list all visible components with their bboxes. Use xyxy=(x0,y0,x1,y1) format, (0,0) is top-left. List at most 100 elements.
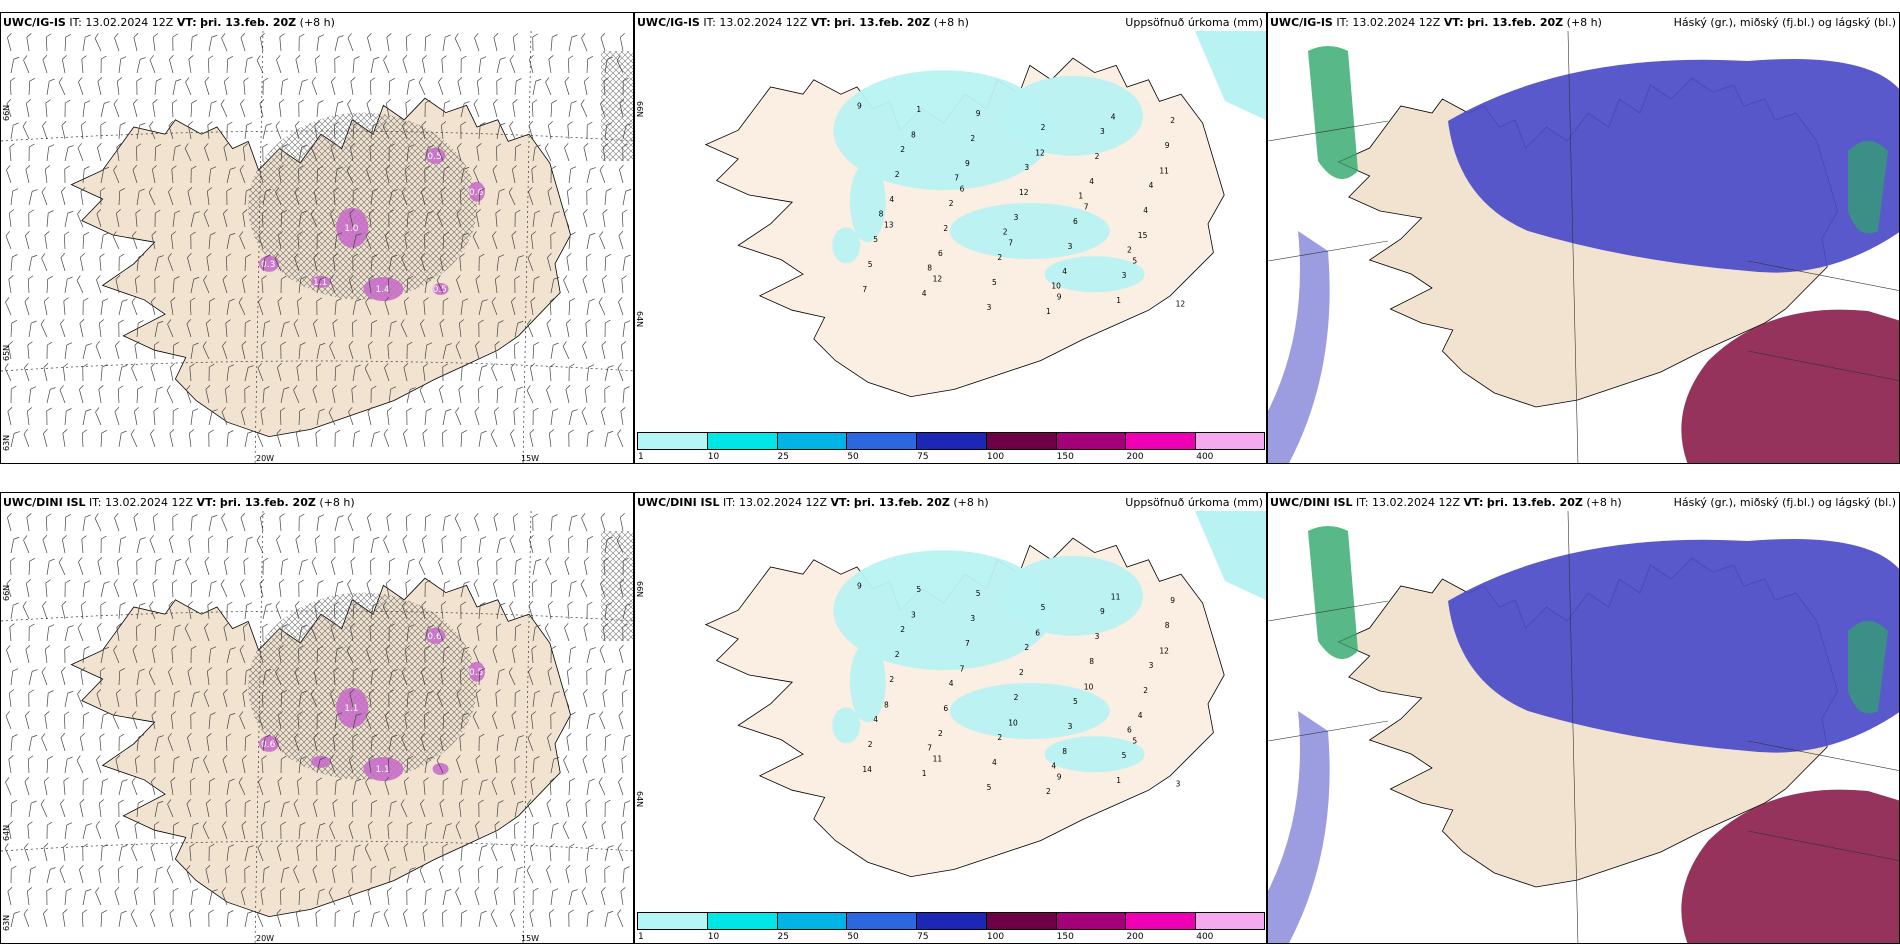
wind-barb xyxy=(100,646,110,664)
wind-barb xyxy=(297,231,303,250)
wind-barb xyxy=(44,711,50,730)
wind-barb xyxy=(25,579,31,598)
wind-barb xyxy=(600,33,606,52)
wind-barb xyxy=(418,557,426,576)
wind-barb xyxy=(25,99,31,118)
wind-barb xyxy=(512,513,519,532)
wind-barb xyxy=(424,276,433,294)
wind-barb xyxy=(171,579,178,598)
wind-barb xyxy=(385,99,391,118)
wind-barb xyxy=(45,513,52,532)
wind-barb xyxy=(388,386,397,404)
precip-value: 8 xyxy=(884,700,889,709)
wind-barb xyxy=(41,733,48,752)
wind-barb xyxy=(262,734,271,752)
wind-barb xyxy=(602,209,608,228)
precip-value: 5 xyxy=(987,783,992,792)
wind-barb xyxy=(64,756,73,774)
wind-barb xyxy=(475,209,481,228)
wind-barb xyxy=(400,799,408,818)
wind-barb xyxy=(64,625,74,642)
wind-barb xyxy=(439,799,445,818)
wind-barb xyxy=(460,601,466,620)
wind-barb xyxy=(458,865,464,884)
wind-barb xyxy=(403,777,409,796)
wind-barb xyxy=(601,275,607,294)
wind-barb xyxy=(188,55,194,74)
wind-barb xyxy=(259,99,265,118)
wind-barb xyxy=(478,602,486,620)
wind-barb xyxy=(617,843,624,862)
wind-barb xyxy=(530,231,537,250)
wind-barb xyxy=(114,887,120,906)
wind-barb xyxy=(169,55,174,74)
grid-line xyxy=(1268,120,1389,142)
wind-barb xyxy=(154,755,160,774)
wind-barb xyxy=(62,429,68,448)
wind-barb xyxy=(511,165,517,184)
wind-barb xyxy=(225,799,231,818)
wind-barb xyxy=(100,581,110,598)
wind-barb xyxy=(256,535,264,554)
wind-barb xyxy=(258,711,264,730)
wind-barb xyxy=(329,755,336,774)
wind-barb xyxy=(550,231,556,250)
wind-barb xyxy=(277,297,283,316)
precip-value: 8 xyxy=(1165,621,1170,630)
wind-barb xyxy=(295,535,301,554)
wind-barb xyxy=(365,231,372,250)
wind-barb xyxy=(584,865,591,884)
wind-barb xyxy=(350,557,356,576)
wind-barb xyxy=(7,513,12,532)
wind-barb xyxy=(550,691,560,708)
wind-barb xyxy=(190,408,199,426)
wind-barb xyxy=(442,34,451,52)
wind-barb xyxy=(496,188,505,206)
wind-barb xyxy=(369,557,376,576)
wind-barb xyxy=(601,341,607,360)
wind-barb xyxy=(514,735,524,752)
wind-barb xyxy=(115,341,120,360)
wind-barb xyxy=(100,429,108,448)
wind-barb xyxy=(528,667,534,686)
wind-barb xyxy=(260,887,266,906)
wind-barb xyxy=(460,778,469,796)
wind-barb xyxy=(457,623,462,642)
wind-barb xyxy=(153,407,159,426)
wind-barb xyxy=(46,341,53,360)
wind-barb xyxy=(98,385,104,404)
wind-barb xyxy=(148,187,156,206)
colorbar-frame xyxy=(637,432,1265,450)
wind-barb xyxy=(316,342,326,360)
wind-barb xyxy=(7,33,12,52)
wind-barb xyxy=(316,277,326,294)
wind-barb xyxy=(60,319,66,338)
wind-barb xyxy=(460,166,470,184)
wind-barb xyxy=(549,777,556,796)
wind-barb xyxy=(478,299,488,316)
colorbar-tick-label: 200 xyxy=(1126,932,1144,942)
wind-barb xyxy=(586,55,594,74)
wind-barb xyxy=(63,297,69,316)
wind-barb xyxy=(61,55,67,74)
wind-barb xyxy=(316,645,324,664)
wind-barb xyxy=(293,319,300,338)
wind-barb xyxy=(132,711,138,730)
high-cloud xyxy=(1848,141,1888,234)
wind-barb xyxy=(331,865,337,884)
wind-barb xyxy=(100,844,108,862)
wind-barb xyxy=(514,275,520,294)
wind-barb xyxy=(257,429,264,448)
wind-barb xyxy=(460,55,467,74)
wind-barb xyxy=(152,513,159,532)
wind-barb xyxy=(27,755,34,774)
wind-barb xyxy=(532,513,538,532)
wind-barb xyxy=(405,33,412,52)
wind-barb xyxy=(275,121,282,140)
wind-barb xyxy=(28,689,34,708)
wind-barb xyxy=(328,407,336,426)
wind-barb xyxy=(622,557,629,576)
wind-barb xyxy=(154,275,160,294)
wind-barb xyxy=(185,77,192,96)
wind-barb xyxy=(187,667,193,686)
